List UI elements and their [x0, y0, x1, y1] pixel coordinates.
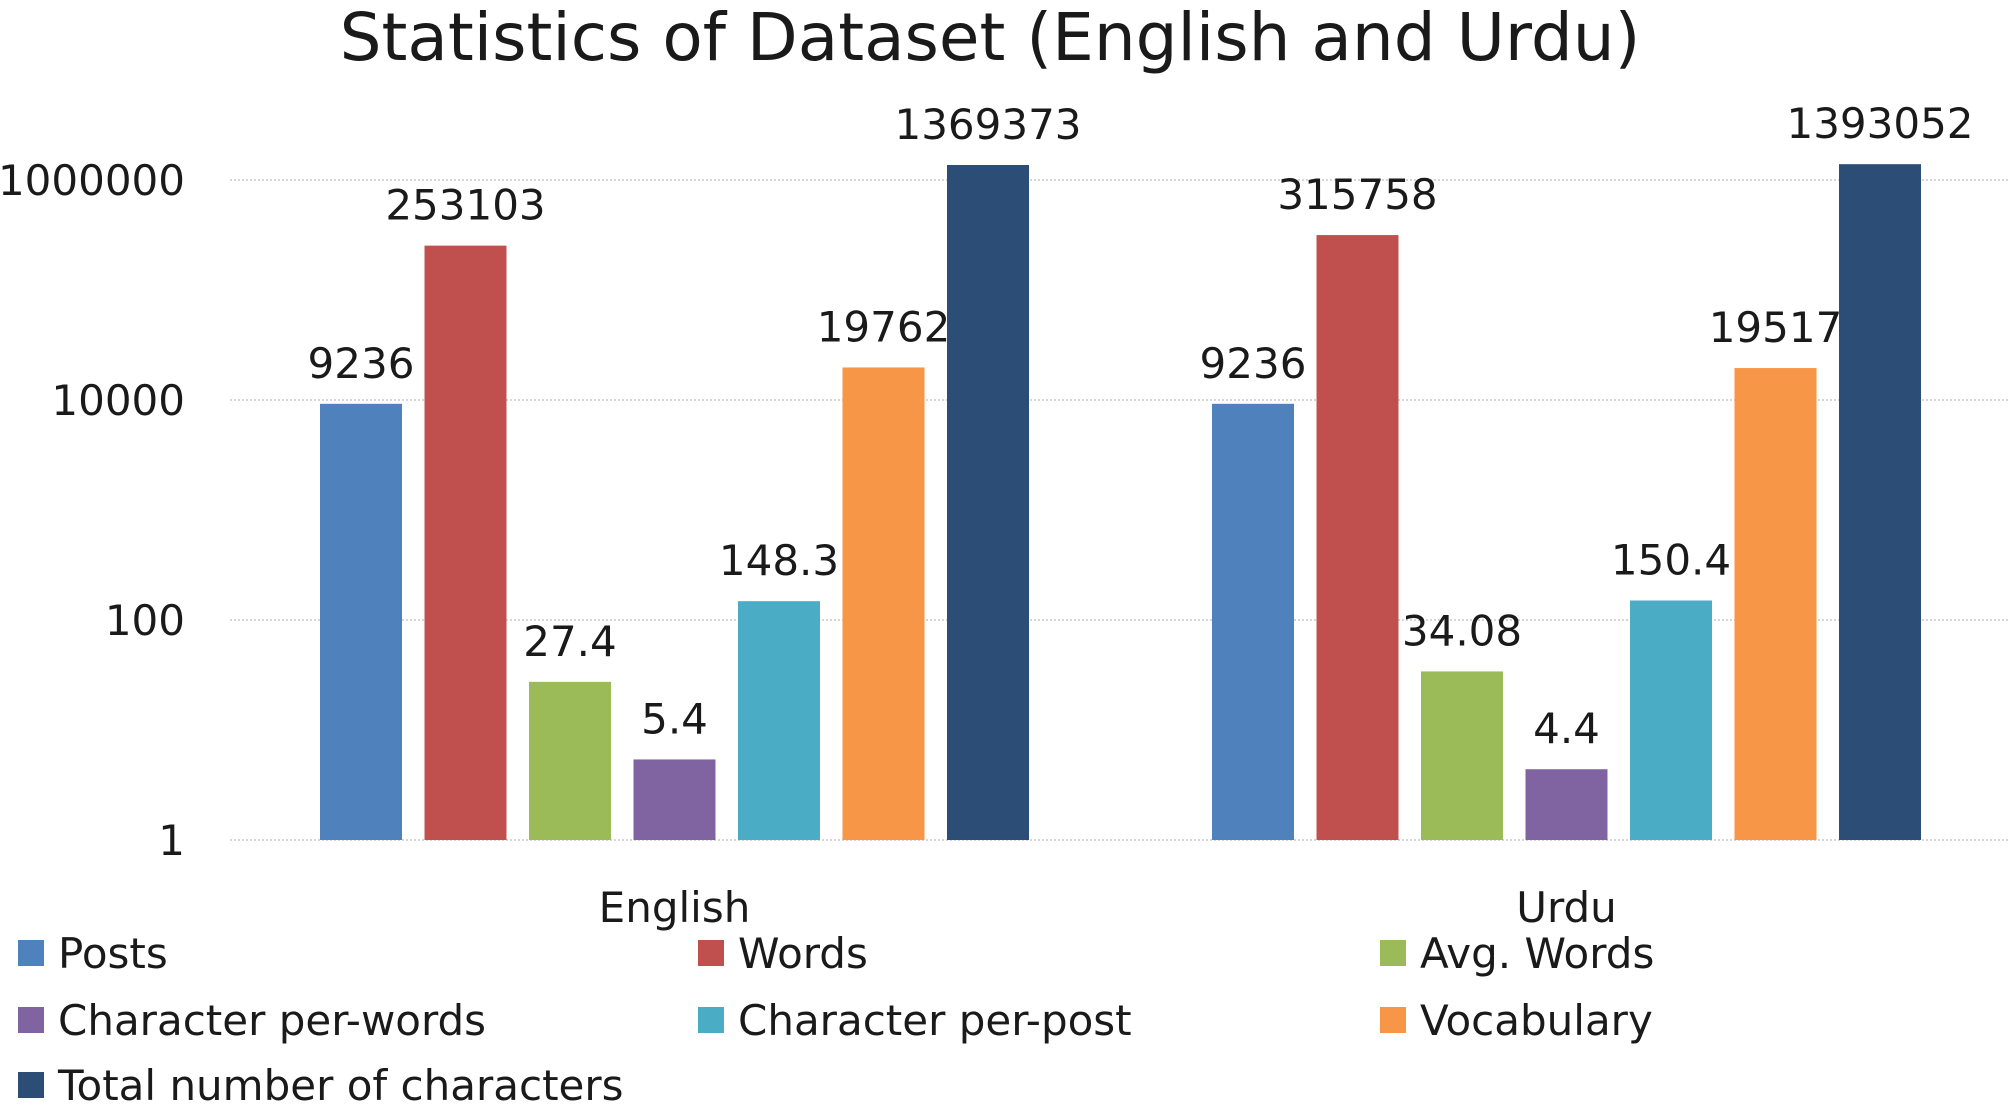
- data-label: 150.4: [1611, 536, 1731, 585]
- data-labels: 9236 253103 27.4 5.4 148.3 19762 1369373 9236 31…: [308, 99, 1974, 753]
- bars: [320, 164, 1921, 841]
- legend-swatch: [1380, 940, 1406, 966]
- data-label: 19517: [1709, 303, 1843, 352]
- bar: [947, 164, 1029, 840]
- y-axis-tick-labels: 1 100 10000 1000000: [0, 156, 185, 865]
- data-label: 253103: [385, 181, 545, 230]
- legend-label: Vocabulary: [1420, 996, 1653, 1045]
- legend-swatch: [1380, 1007, 1406, 1033]
- legend-swatch: [18, 1007, 44, 1033]
- data-label: 34.08: [1402, 606, 1522, 655]
- bar: [424, 245, 507, 840]
- y-tick-label: 1: [158, 816, 185, 865]
- data-label: 9236: [1200, 339, 1307, 388]
- legend-label: Posts: [58, 929, 168, 978]
- data-label: 1369373: [894, 100, 1081, 149]
- bar: [1316, 235, 1399, 840]
- legend-label: Avg. Words: [1420, 929, 1654, 978]
- legend-label: Words: [738, 929, 868, 978]
- data-label: 148.3: [719, 536, 839, 585]
- bar: [1734, 368, 1817, 840]
- legend: Posts Words Avg. Words Character per-words C…: [18, 929, 1654, 1110]
- data-label: 4.4: [1533, 704, 1600, 753]
- legend-label: Character per-words: [58, 996, 486, 1045]
- bar: [320, 403, 402, 840]
- category-label: English: [599, 883, 751, 932]
- data-label: 5.4: [641, 694, 708, 743]
- bar: [633, 759, 716, 840]
- y-tick-label: 10000: [51, 376, 185, 425]
- bar: [1421, 671, 1503, 840]
- legend-swatch: [698, 940, 724, 966]
- y-tick-label: 100: [105, 596, 185, 645]
- legend-label: Character per-post: [738, 996, 1132, 1045]
- data-label: 27.4: [523, 617, 617, 666]
- legend-swatch: [18, 940, 44, 966]
- data-label: 1393052: [1786, 99, 1973, 148]
- chart-title: Statistics of Dataset (English and Urdu): [340, 0, 1641, 76]
- category-labels: English Urdu: [599, 883, 1617, 932]
- data-label: 315758: [1277, 170, 1437, 219]
- data-label: 9236: [308, 339, 415, 388]
- category-label: Urdu: [1516, 883, 1617, 932]
- bar: [842, 367, 925, 840]
- bar: [1525, 769, 1608, 840]
- bar: [1212, 403, 1294, 840]
- bar: [738, 601, 820, 840]
- legend-swatch: [698, 1007, 724, 1033]
- legend-swatch: [18, 1072, 44, 1098]
- bar: [1839, 164, 1921, 841]
- bar: [529, 681, 611, 840]
- bar: [1630, 600, 1712, 840]
- legend-label: Total number of characters: [57, 1061, 624, 1110]
- data-label: 19762: [817, 302, 951, 351]
- y-tick-label: 1000000: [0, 156, 185, 205]
